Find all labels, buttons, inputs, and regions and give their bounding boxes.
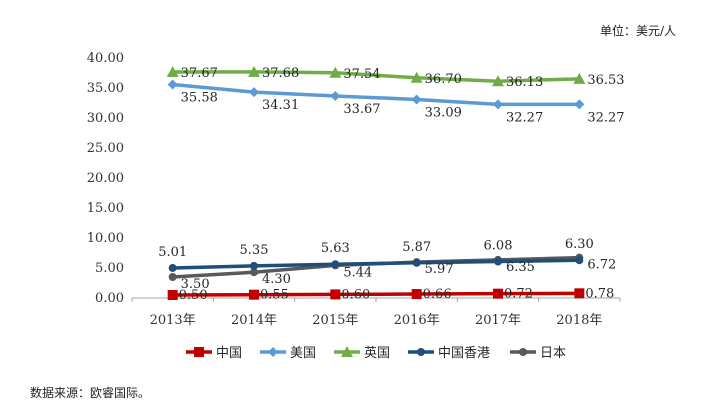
data-label: 5.01 bbox=[158, 245, 187, 260]
data-point bbox=[249, 87, 259, 98]
y-tick-label: 20.00 bbox=[87, 171, 124, 186]
series-line bbox=[172, 70, 580, 83]
data-label: 32.27 bbox=[506, 110, 543, 125]
data-point bbox=[574, 288, 585, 299]
data-label: 0.60 bbox=[341, 287, 370, 302]
y-tick-label: 10.00 bbox=[87, 231, 124, 246]
data-point bbox=[249, 289, 259, 300]
y-tick-label: 15.00 bbox=[87, 201, 124, 216]
data-point bbox=[329, 66, 342, 78]
data-label: 32.27 bbox=[587, 110, 624, 125]
data-point bbox=[248, 65, 260, 77]
data-label: 34.31 bbox=[262, 98, 299, 113]
data-label: 6.72 bbox=[587, 258, 616, 273]
data-point bbox=[250, 261, 258, 270]
data-label: 5.97 bbox=[425, 262, 454, 277]
data-label: 0.72 bbox=[504, 287, 533, 302]
data-point bbox=[494, 257, 502, 266]
series-line bbox=[172, 258, 580, 270]
data-point bbox=[250, 268, 258, 277]
series-line bbox=[172, 291, 580, 297]
data-label: 5.63 bbox=[321, 241, 350, 256]
x-tick-label: 2014年 bbox=[231, 313, 277, 328]
data-point bbox=[331, 260, 340, 269]
y-tick-label: 25.00 bbox=[87, 141, 124, 156]
x-tick-label: 2013年 bbox=[150, 313, 196, 328]
data-label: 33.09 bbox=[425, 105, 462, 120]
data-label: 36.13 bbox=[506, 75, 543, 90]
data-label: 0.55 bbox=[260, 288, 289, 303]
data-label: 37.54 bbox=[343, 67, 380, 82]
data-label: 37.68 bbox=[262, 66, 299, 81]
source-note: 数据来源：欧睿国际。 bbox=[30, 386, 151, 400]
data-point bbox=[573, 72, 586, 84]
data-label: 6.08 bbox=[484, 239, 513, 254]
data-point bbox=[167, 79, 178, 90]
data-label: 35.58 bbox=[181, 91, 218, 106]
x-tick-label: 2015年 bbox=[312, 313, 358, 328]
series-line bbox=[172, 82, 580, 107]
data-point bbox=[574, 99, 585, 110]
data-label: 6.30 bbox=[565, 237, 594, 252]
series-layer bbox=[166, 65, 586, 300]
legend-swatch-marker bbox=[194, 347, 204, 357]
data-point bbox=[330, 289, 341, 300]
data-labels: 0.50 0.55 0.60 0.66 0.72 0.78 35.58 34.31 33.67 3… bbox=[158, 66, 624, 303]
data-label: 5.44 bbox=[343, 265, 372, 280]
data-label: 6.35 bbox=[506, 260, 535, 275]
x-tick-label: 2018年 bbox=[556, 313, 602, 328]
legend-swatch-marker bbox=[268, 347, 278, 357]
data-label: 5.35 bbox=[240, 243, 269, 258]
axes: 0.00 5.00 10.00 15.00 20.00 25.00 30.00 35.00 40… bbox=[87, 51, 621, 328]
data-point bbox=[575, 256, 584, 265]
y-tick-label: 40.00 bbox=[87, 51, 124, 66]
y-tick-label: 30.00 bbox=[87, 111, 124, 126]
data-label: 0.66 bbox=[423, 287, 452, 302]
legend-label: 中国 bbox=[216, 346, 242, 361]
data-point bbox=[168, 273, 177, 281]
legend-swatch-marker bbox=[417, 348, 425, 356]
data-label: 36.70 bbox=[425, 72, 462, 87]
data-label: 0.78 bbox=[585, 286, 614, 301]
data-point bbox=[168, 263, 177, 272]
data-label: 37.67 bbox=[181, 66, 218, 81]
legend-label: 英国 bbox=[364, 346, 390, 361]
data-point bbox=[167, 290, 178, 300]
data-point bbox=[330, 90, 341, 101]
data-point bbox=[412, 258, 421, 267]
legend-label: 美国 bbox=[290, 346, 316, 361]
data-point bbox=[410, 71, 423, 83]
y-tick-label: 5.00 bbox=[95, 261, 124, 276]
data-point bbox=[166, 65, 179, 77]
data-label: 0.50 bbox=[179, 288, 208, 303]
y-tick-label: 35.00 bbox=[87, 81, 124, 96]
data-point bbox=[411, 289, 422, 300]
data-point bbox=[493, 288, 503, 299]
data-label: 4.30 bbox=[262, 272, 291, 287]
legend-label: 中国香港 bbox=[438, 346, 490, 361]
data-label: 3.50 bbox=[181, 277, 210, 292]
x-tick-label: 2017年 bbox=[475, 313, 521, 328]
data-label: 5.87 bbox=[402, 240, 431, 255]
data-point bbox=[493, 99, 503, 110]
data-point bbox=[411, 94, 422, 105]
legend: 中国 美国 英国 中国香港 日本 bbox=[186, 346, 566, 361]
legend-label: 日本 bbox=[540, 346, 566, 361]
data-point bbox=[492, 75, 504, 87]
legend-swatch-marker bbox=[341, 346, 353, 357]
data-label: 36.53 bbox=[587, 73, 624, 88]
y-tick-label: 0.00 bbox=[95, 291, 124, 306]
unit-label: 单位：美元/人 bbox=[599, 24, 676, 38]
legend-swatch-marker bbox=[519, 348, 527, 356]
data-label: 33.67 bbox=[343, 102, 380, 117]
x-tick-label: 2016年 bbox=[394, 313, 440, 328]
